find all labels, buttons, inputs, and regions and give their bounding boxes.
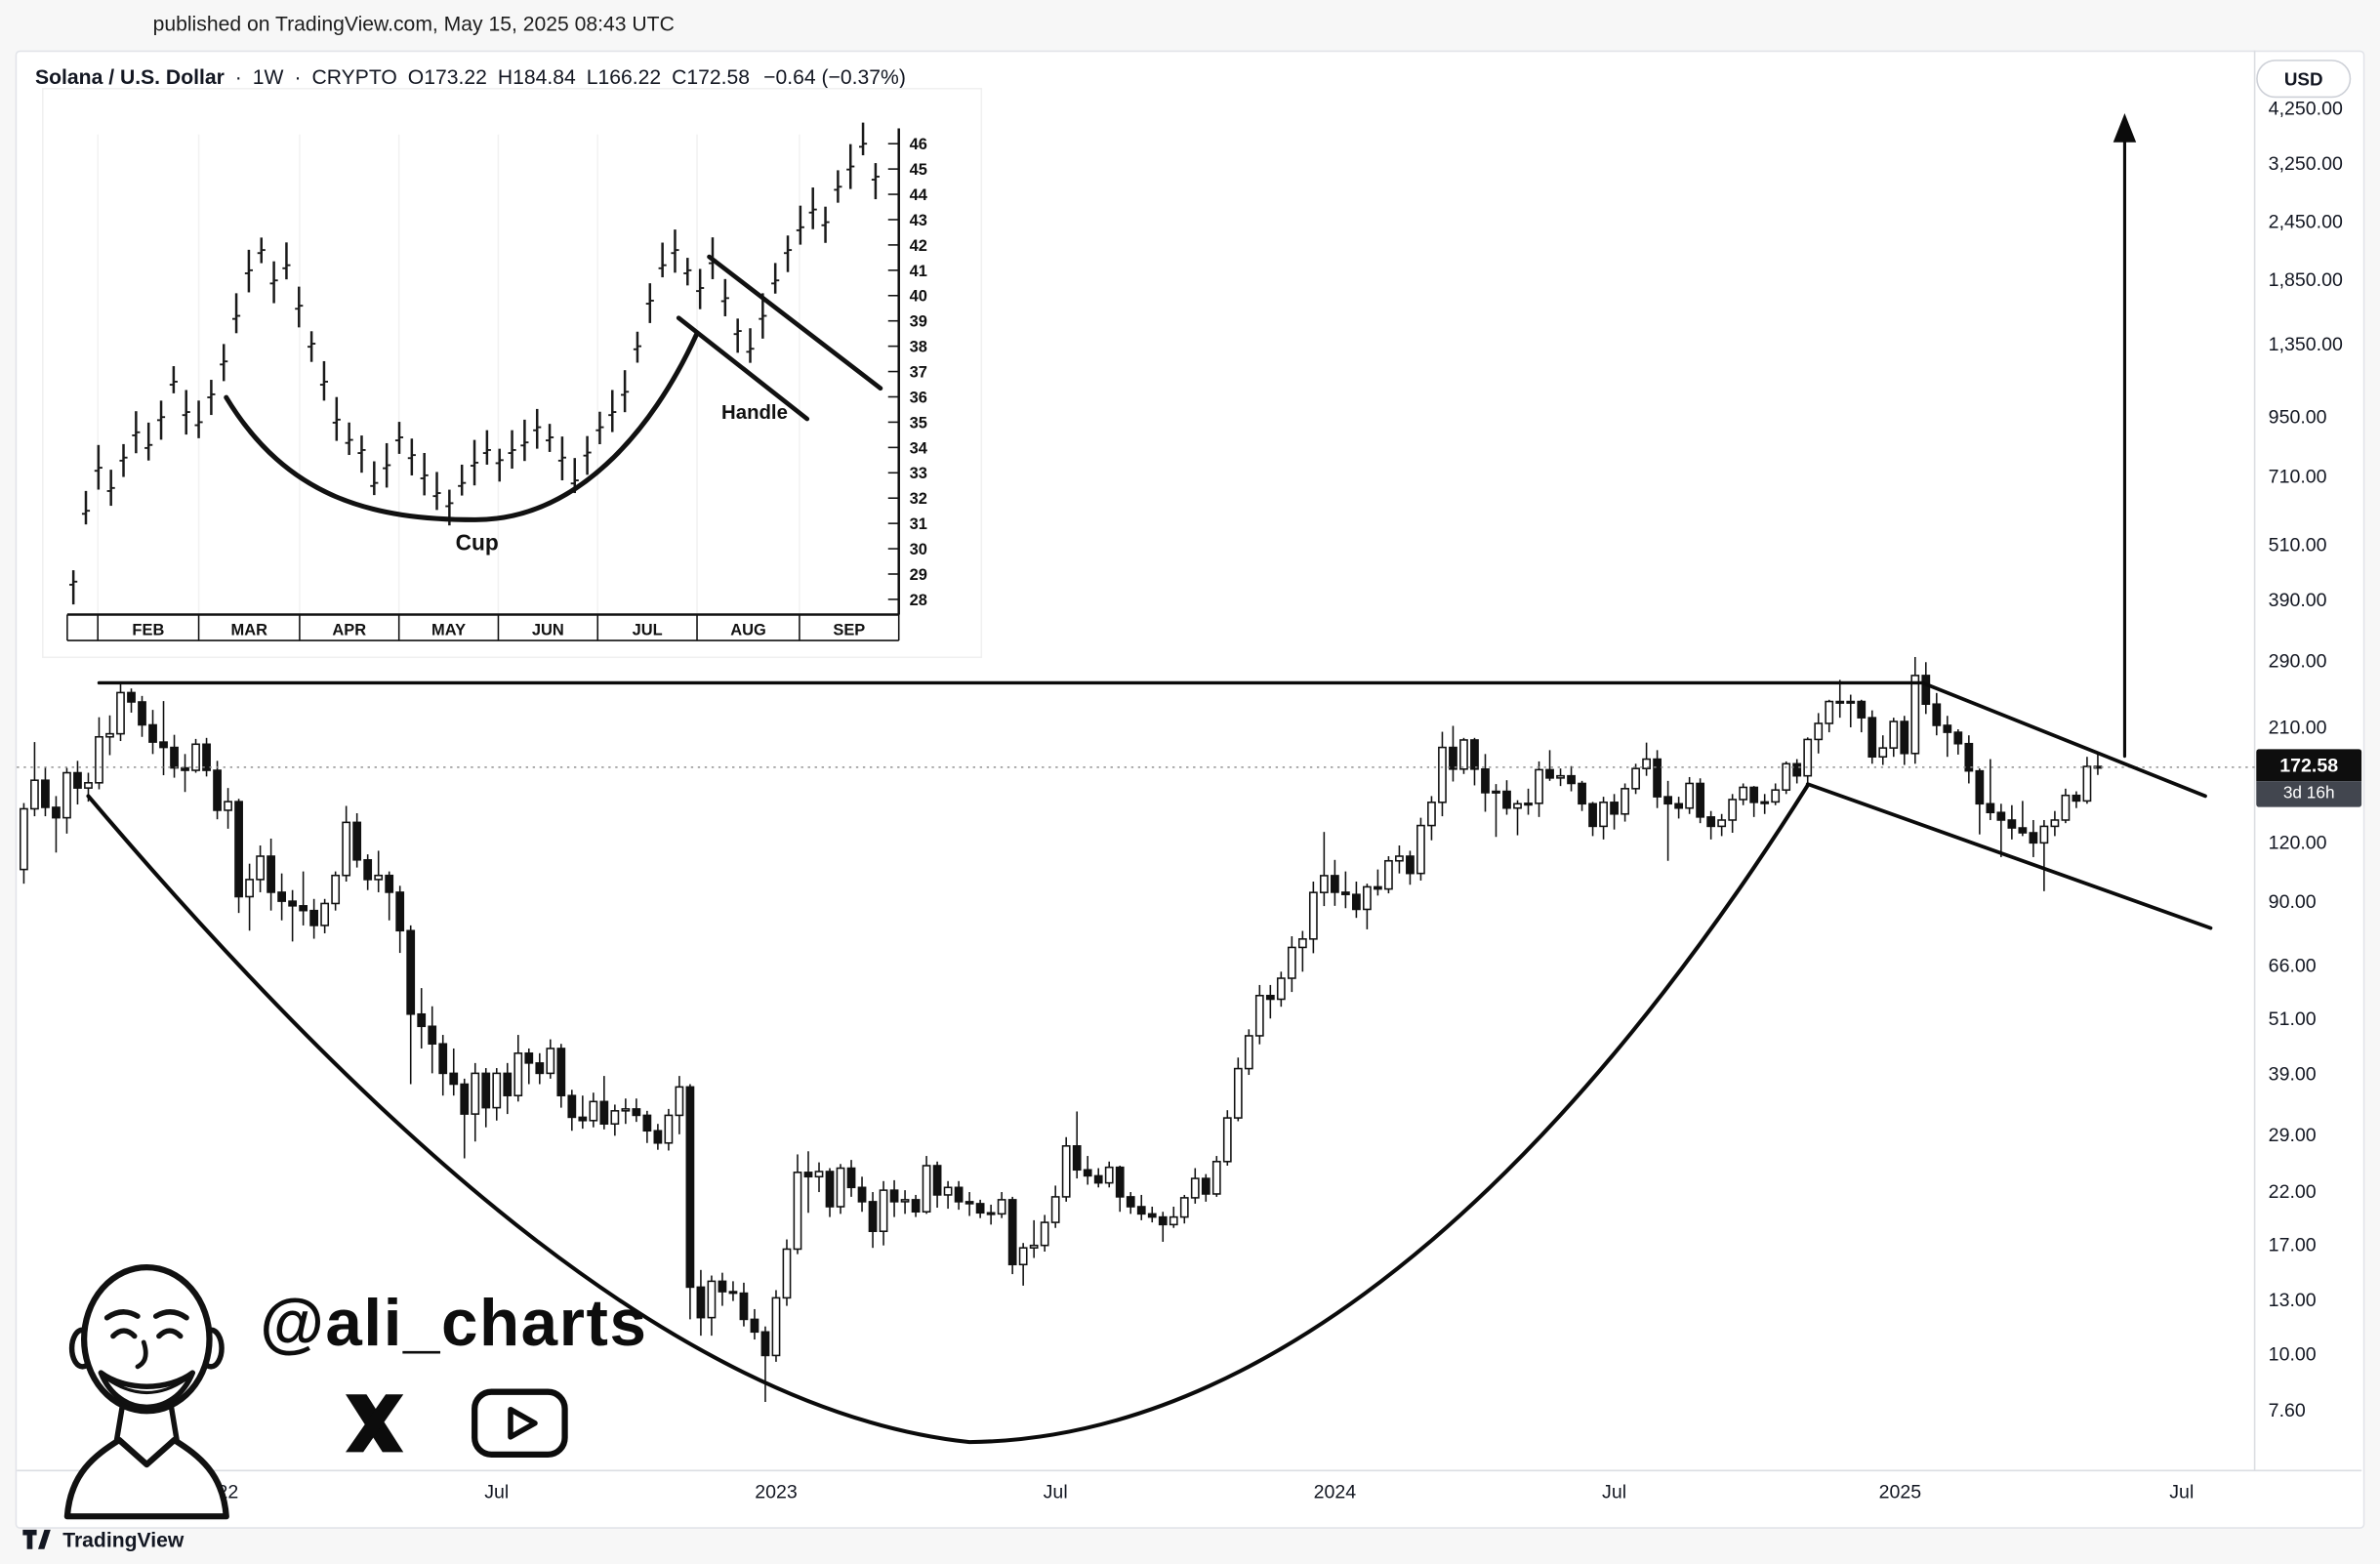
open-value: O173.22: [407, 65, 487, 89]
current-price-value: 172.58: [2256, 749, 2362, 782]
tradingview-footer[interactable]: TradingView: [21, 1527, 184, 1551]
change-value: −0.64 (−0.37%): [763, 65, 906, 89]
currency-toggle-button[interactable]: USD: [2256, 60, 2352, 99]
x-icon[interactable]: [343, 1391, 407, 1463]
avatar: [63, 1263, 229, 1520]
close-value: C172.58: [672, 65, 751, 89]
market-label: CRYPTO: [311, 65, 397, 89]
high-value: H184.84: [497, 65, 576, 89]
author-handle: @ali_charts: [260, 1287, 648, 1361]
low-value: L166.22: [586, 65, 662, 89]
symbol-name: Solana / U.S. Dollar: [35, 65, 225, 89]
tradingview-brand-text: TradingView: [62, 1528, 185, 1551]
interval-label: 1W: [252, 65, 284, 89]
separator-dot: ·: [294, 65, 302, 89]
published-caption: published on TradingView.com, May 15, 20…: [152, 12, 675, 36]
tradingview-logo-icon: [22, 1529, 51, 1549]
current-price-badge: 172.58 3d 16h: [2256, 749, 2362, 807]
author-watermark: @ali_charts: [62, 1241, 704, 1546]
chart-legend: Solana / U.S. Dollar · 1W · CRYPTO O173.…: [35, 65, 906, 88]
separator-dot: ·: [234, 65, 242, 89]
youtube-icon[interactable]: [471, 1388, 568, 1466]
bar-countdown: 3d 16h: [2256, 781, 2362, 807]
